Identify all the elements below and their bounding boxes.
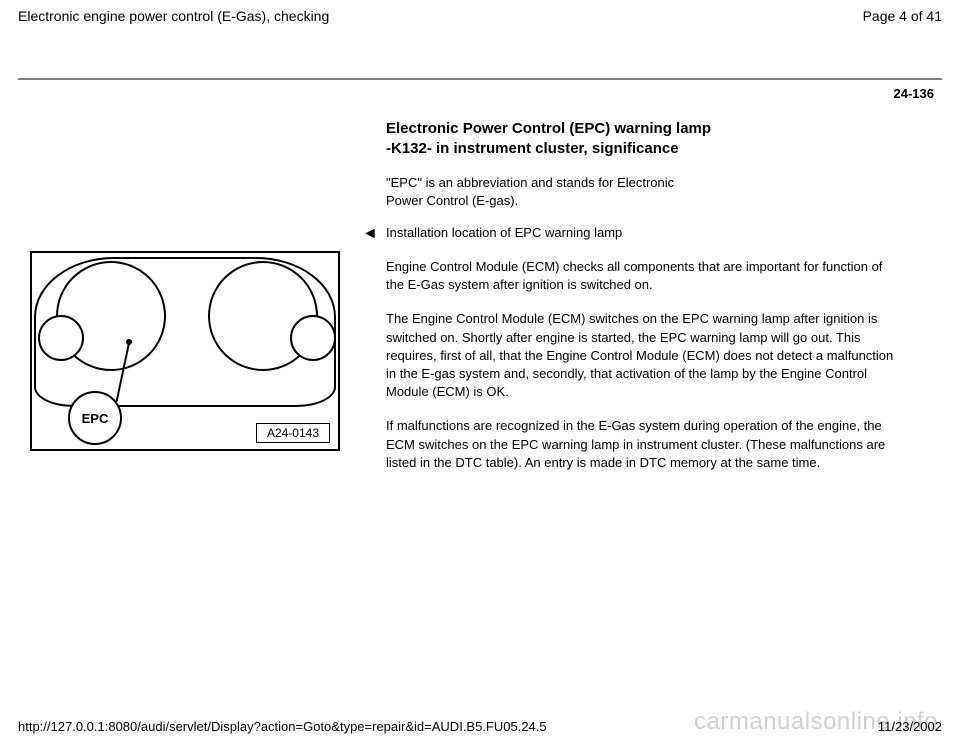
figure-column: EPC A24-0143 [18,119,358,451]
text-column: Electronic Power Control (EPC) warning l… [358,119,942,488]
epc-callout: EPC [68,391,122,445]
doc-title: Electronic engine power control (E-Gas),… [18,8,329,24]
epc-callout-label: EPC [82,411,109,426]
figure-id: A24-0143 [256,423,330,443]
gauge-small-left [38,315,84,361]
arrow-callout-row: ◄ Installation location of EPC warning l… [386,224,902,242]
page-indicator: Page 4 of 41 [863,8,942,24]
body-paragraph: If malfunctions are recognized in the E-… [386,417,902,472]
left-arrow-icon: ◄ [362,224,386,242]
instrument-cluster-figure: EPC A24-0143 [30,251,340,451]
content-area: EPC A24-0143 Electronic Power Control (E… [18,119,942,488]
footer-date: 11/23/2002 [878,719,942,734]
divider [18,78,942,80]
page-header: Electronic engine power control (E-Gas),… [18,8,942,28]
section-title: Electronic Power Control (EPC) warning l… [386,119,716,160]
gauge-small-right [290,315,336,361]
footer-url: http://127.0.0.1:8080/audi/servlet/Displ… [18,719,547,734]
body-paragraph: Engine Control Module (ECM) checks all c… [386,258,902,294]
page-footer: http://127.0.0.1:8080/audi/servlet/Displ… [18,719,942,734]
intro-paragraph: "EPC" is an abbreviation and stands for … [386,174,696,210]
body-paragraph: The Engine Control Module (ECM) switches… [386,310,902,401]
page-number: 24-136 [18,86,942,101]
arrow-line-text: Installation location of EPC warning lam… [386,224,622,242]
